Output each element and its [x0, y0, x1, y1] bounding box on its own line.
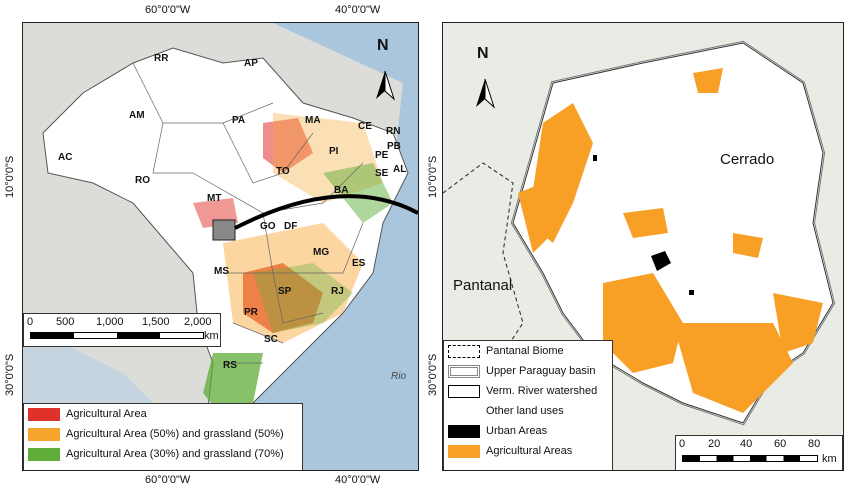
state-label: CE [358, 121, 372, 132]
legend-swatch [448, 364, 480, 378]
cerrado-label: Cerrado [720, 151, 775, 168]
state-label: TO [276, 166, 290, 177]
state-label: SP [278, 286, 292, 297]
legend-item: Agricultural Areas [444, 441, 612, 461]
legend-label: Agricultural Area (50%) and grassland (5… [66, 428, 284, 440]
legend-label: Upper Paraguay basin [486, 365, 596, 377]
scale-tick: 20 [708, 438, 721, 450]
state-label: GO [260, 221, 276, 232]
scale-tick: 500 [56, 316, 75, 328]
legend-label: Agricultural Areas [486, 445, 573, 457]
coord-top-left: 60°0'0"W [145, 4, 191, 16]
watershed-map-panel: N Cerrado Pantanal Pantanal Biome Upper … [442, 22, 844, 471]
state-label: ES [352, 258, 366, 269]
legend-item: Agricultural Area (50%) and grassland (5… [24, 424, 302, 444]
legend-swatch [28, 447, 60, 461]
north-label: N [377, 37, 389, 54]
legend-item: Upper Paraguay basin [444, 361, 612, 381]
coord-top-right: 40°0'0"W [335, 4, 381, 16]
state-label: RN [386, 126, 401, 137]
state-label: RS [223, 360, 237, 371]
coord-left-upper: 10°0'0"S [4, 155, 16, 198]
state-label: SE [375, 168, 389, 179]
state-label: PB [387, 141, 401, 152]
legend-label: Verm. River watershed [486, 385, 598, 397]
legend-item: Agricultural Area (30%) and grassland (7… [24, 444, 302, 464]
state-label: RR [154, 53, 169, 64]
coord-right-lower: 30°0'0"S [427, 353, 439, 396]
scale-tick: 60 [774, 438, 787, 450]
brazil-map-panel: N RR AP AM PA MA CE RN PB PE AL SE PI AC… [22, 22, 419, 471]
state-label: MS [214, 266, 229, 277]
state-label: RO [135, 175, 150, 186]
state-label: MG [313, 247, 330, 258]
legend-swatch [448, 344, 480, 358]
state-label: PR [244, 307, 258, 318]
legend-swatch [448, 424, 480, 438]
legend-item: Other land uses [444, 401, 612, 421]
state-label: RJ [331, 286, 344, 297]
scale-bar: 0 500 1,000 1,500 2,000 km [23, 313, 221, 347]
state-label: AM [129, 110, 145, 121]
watershed-map-graphic [443, 40, 836, 426]
legend-swatch [28, 427, 60, 441]
state-label: MT [207, 193, 222, 204]
legend-label: Agricultural Area (30%) and grassland (7… [66, 448, 284, 460]
coord-bottom-left: 60°0'0"W [145, 474, 191, 486]
scale-tick: 0 [27, 316, 34, 328]
scale-tick: 80 [808, 438, 821, 450]
state-label: SC [264, 334, 278, 345]
coord-left-lower: 30°0'0"S [4, 353, 16, 396]
legend-label: Other land uses [486, 405, 564, 417]
north-arrow-icon [376, 70, 396, 101]
state-label: AP [244, 58, 258, 69]
state-label: BA [334, 185, 349, 196]
scale-tick: 0 [679, 438, 686, 450]
legend-label: Agricultural Area [66, 408, 147, 420]
coord-bottom-right: 40°0'0"W [335, 474, 381, 486]
scale-tick: 40 [740, 438, 753, 450]
legend-label: Pantanal Biome [486, 345, 564, 357]
state-label: DF [284, 221, 298, 232]
legend-swatch [448, 444, 480, 458]
legend-item: Verm. River watershed [444, 381, 612, 401]
agricultural-areas [518, 68, 823, 413]
state-label: AC [58, 152, 73, 163]
scale-tick: 2,000 [184, 316, 212, 328]
agri-green-area [203, 163, 393, 418]
legend-label: Urban Areas [486, 425, 548, 437]
ocean-text: Rio [391, 371, 407, 382]
pantanal-label: Pantanal [453, 277, 513, 294]
legend-swatch [448, 384, 480, 398]
right-legend: Pantanal Biome Upper Paraguay basin Verm… [443, 340, 613, 470]
state-label: PE [375, 150, 389, 161]
study-area-box [212, 219, 236, 241]
legend-item: Urban Areas [444, 421, 612, 441]
scale-unit: km [822, 453, 837, 465]
scale-tick: 1,000 [96, 316, 124, 328]
urban-areas [593, 155, 694, 295]
left-legend: Agricultural Area Agricultural Area (50%… [23, 403, 303, 470]
state-label: PI [329, 146, 339, 157]
north-label: N [477, 45, 489, 62]
legend-swatch [28, 407, 60, 421]
coord-right-upper: 10°0'0"S [427, 155, 439, 198]
state-label: MA [305, 115, 321, 126]
scale-bar: 0 20 40 60 80 km [675, 435, 843, 470]
state-label: PA [232, 115, 246, 126]
scale-unit: km [204, 330, 219, 342]
scale-tick: 1,500 [142, 316, 170, 328]
north-arrow-icon [476, 78, 496, 109]
brazil-map-graphic [23, 23, 418, 470]
legend-swatch [448, 404, 480, 418]
legend-item: Pantanal Biome [444, 341, 612, 361]
legend-item: Agricultural Area [24, 404, 302, 424]
state-label: AL [393, 164, 407, 175]
